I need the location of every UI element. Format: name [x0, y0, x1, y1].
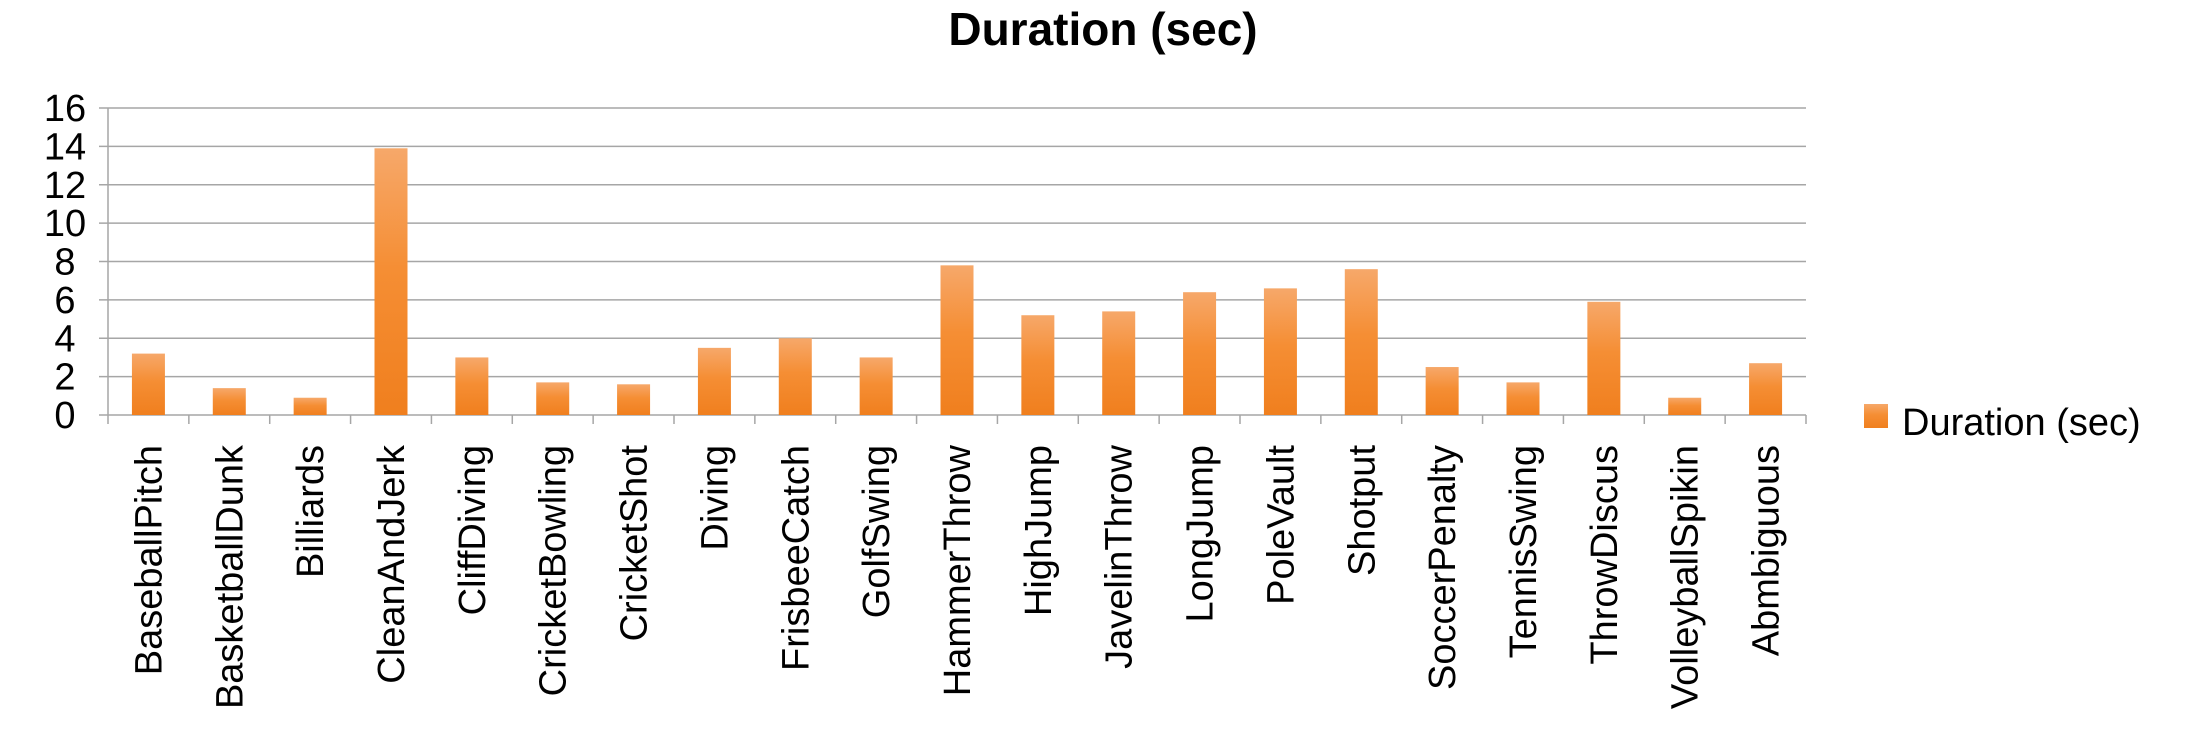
x-tick-label: ThrowDiscus [1584, 445, 1626, 665]
bar-cliffdiving [455, 357, 489, 415]
y-tick-label: 16 [44, 88, 86, 130]
bar-volleyballspikin [1668, 397, 1702, 415]
y-tick-label: 0 [54, 395, 75, 437]
bar-javelinthrow [1102, 311, 1136, 415]
bar-soccerpenalty [1425, 367, 1459, 415]
x-tick-label: TennisSwing [1503, 445, 1545, 658]
y-tick-label: 8 [54, 242, 75, 284]
bars [131, 148, 1783, 415]
bar-shotput [1344, 269, 1378, 415]
x-tick-label: CleanAndJerk [371, 444, 413, 684]
bar-tennisswing [1506, 382, 1540, 415]
bar-cricketbowling [536, 382, 570, 415]
y-tick-label: 2 [54, 357, 75, 399]
x-tick-label: Shotput [1341, 445, 1383, 576]
x-tick-label: HammerThrow [937, 444, 979, 696]
x-tick-label: CricketBowling [533, 445, 575, 696]
bar-cricketshot [617, 384, 651, 415]
x-tick-label: BaseballPitch [128, 445, 170, 675]
legend-swatch [1864, 404, 1888, 428]
legend-label: Duration (sec) [1902, 402, 2141, 444]
bar-diving [697, 347, 731, 415]
bar-billiards [293, 397, 327, 415]
legend: Duration (sec) [1864, 402, 2141, 444]
x-tick-label: VolleyballSpikin [1665, 445, 1707, 709]
x-tick-label: CricketShot [614, 445, 656, 642]
y-tick-label: 6 [54, 280, 75, 322]
bar-throwdiscus [1587, 301, 1621, 415]
y-tick-label: 14 [44, 126, 86, 168]
x-tick-label: Diving [694, 445, 736, 551]
x-tick-label: Abmbiguous [1746, 445, 1788, 656]
x-tick-label: JavelinThrow [1099, 444, 1141, 668]
y-tick-label: 10 [44, 203, 86, 245]
bar-abmbiguous [1749, 363, 1783, 415]
x-tick-label: BasketballDunk [209, 444, 251, 709]
bar-hammerthrow [940, 265, 974, 415]
x-tick-label: SoccerPenalty [1422, 445, 1464, 690]
x-tick-label: PoleVault [1260, 445, 1302, 605]
bar-cleanandjerk [374, 148, 408, 415]
x-tick-label: LongJump [1180, 445, 1222, 622]
x-tick-label: GolfSwing [856, 445, 898, 618]
bar-golfswing [859, 357, 893, 415]
x-tick-label: CliffDiving [452, 445, 494, 615]
y-tick-label: 12 [44, 165, 86, 207]
bar-highjump [1021, 315, 1055, 415]
chart-title: Duration (sec) [948, 3, 1257, 55]
bar-frisbeecatch [778, 338, 812, 415]
x-tick-label: Billiards [290, 445, 332, 578]
bar-longjump [1183, 292, 1217, 415]
x-tick-label: FrisbeeCatch [775, 445, 817, 671]
bar-basketballdunk [212, 388, 246, 415]
y-tick-label: 4 [54, 318, 75, 360]
bar-baseballpitch [131, 353, 165, 415]
bar-polevault [1263, 288, 1297, 415]
x-tick-label: HighJump [1018, 445, 1060, 616]
